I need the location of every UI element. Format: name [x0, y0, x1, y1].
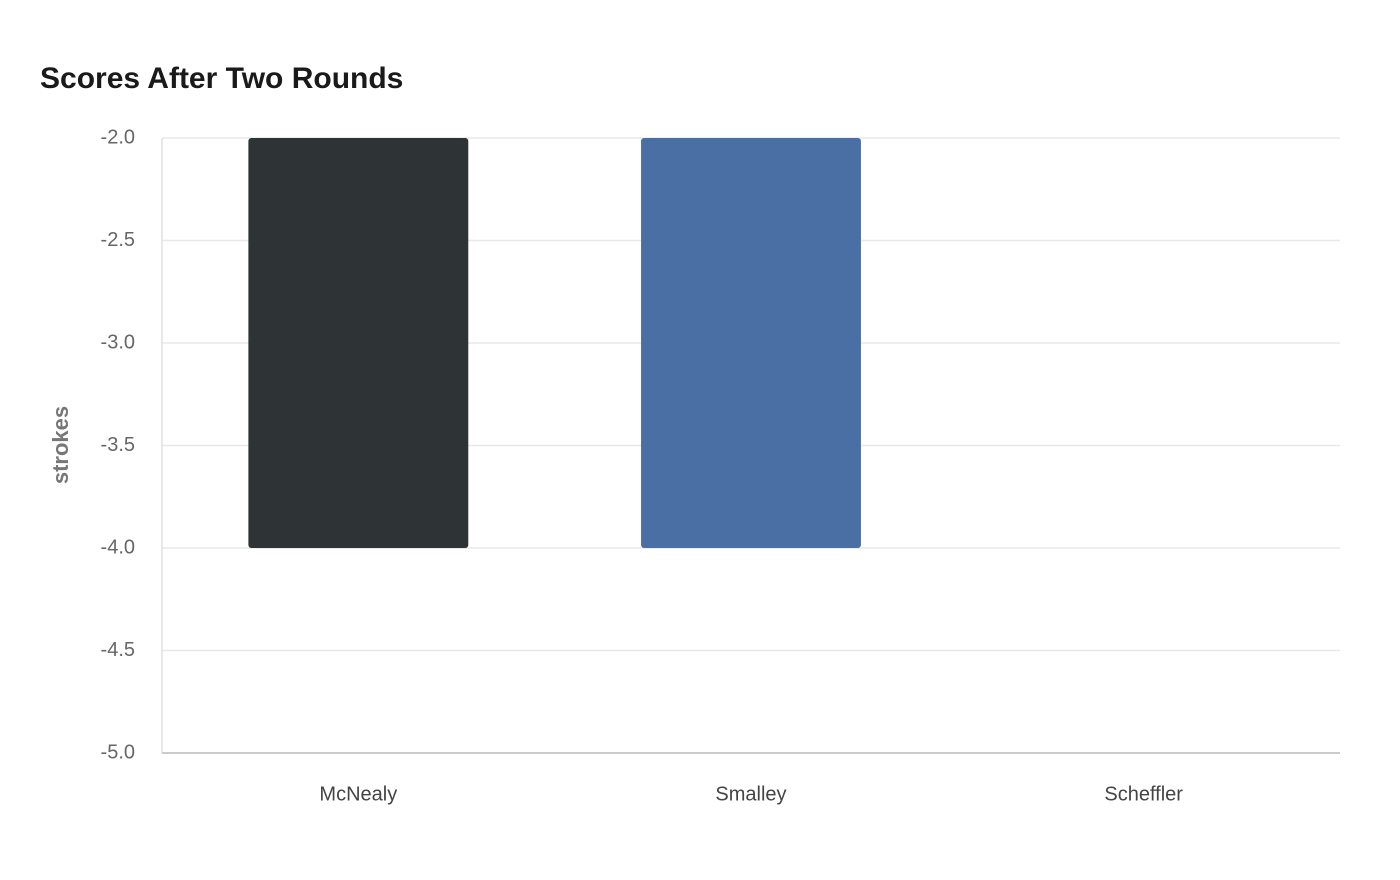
y-tick-label: -5.0 [101, 741, 135, 763]
bar [248, 138, 469, 548]
x-tick-label: Scheffler [1104, 783, 1183, 805]
x-tick-label: Smalley [715, 783, 786, 805]
y-tick-label: -3.5 [101, 434, 135, 456]
y-tick-label: -4.5 [101, 639, 135, 661]
chart-title: Scores After Two Rounds [40, 62, 403, 95]
y-tick-label: -2.5 [101, 229, 135, 251]
y-tick-label: -3.0 [101, 331, 135, 353]
y-tick-label: -2.0 [101, 126, 135, 148]
bar [641, 138, 861, 548]
y-axis-label: strokes [48, 406, 73, 484]
y-tick-label: -4.0 [101, 536, 135, 558]
x-tick-label: McNealy [319, 783, 397, 805]
